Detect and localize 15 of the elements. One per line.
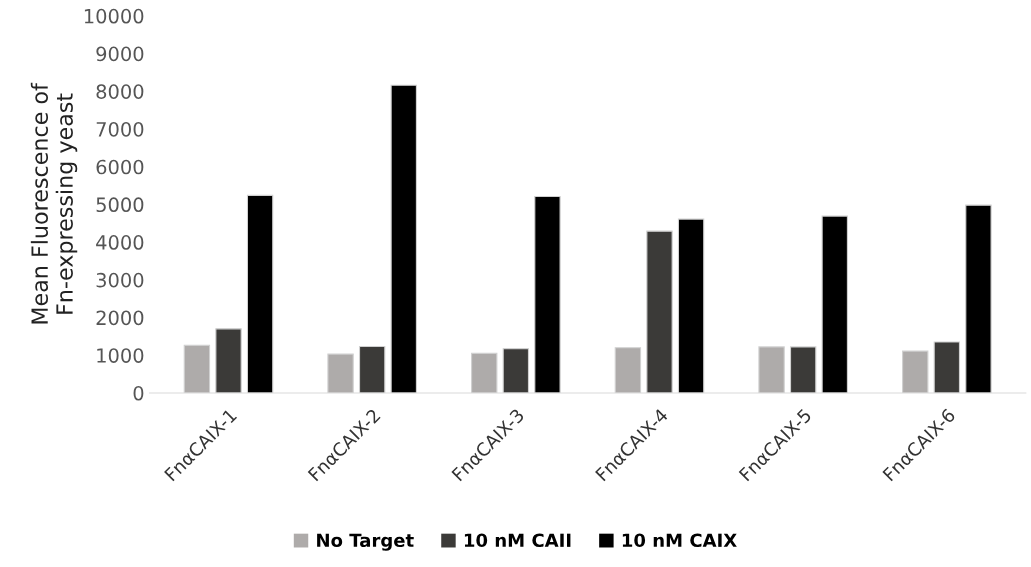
y-tick-label: 3000	[96, 272, 144, 288]
y-tick-label: 10000	[84, 8, 144, 24]
legend-label: No Target	[317, 533, 414, 551]
y-tick-label: 2000	[96, 310, 144, 326]
y-tick-label: 4000	[96, 235, 144, 250]
y-tick-label: 5000	[96, 197, 144, 213]
y-axis-title: Mean Fluorescence of Fn-expressing yeast	[30, 82, 78, 324]
y-tick-label: 0	[133, 385, 144, 401]
y-tick-label: 9000	[96, 46, 144, 62]
y-tick-label: 7000	[96, 121, 144, 137]
legend-label: 10 nM CAIX	[622, 533, 737, 548]
y-tick-label: 1000	[97, 348, 144, 363]
y-tick-label: 8000	[96, 84, 144, 99]
legend-label: 10 nM CAII	[464, 533, 571, 548]
y-tick-label: 6000	[96, 159, 144, 175]
